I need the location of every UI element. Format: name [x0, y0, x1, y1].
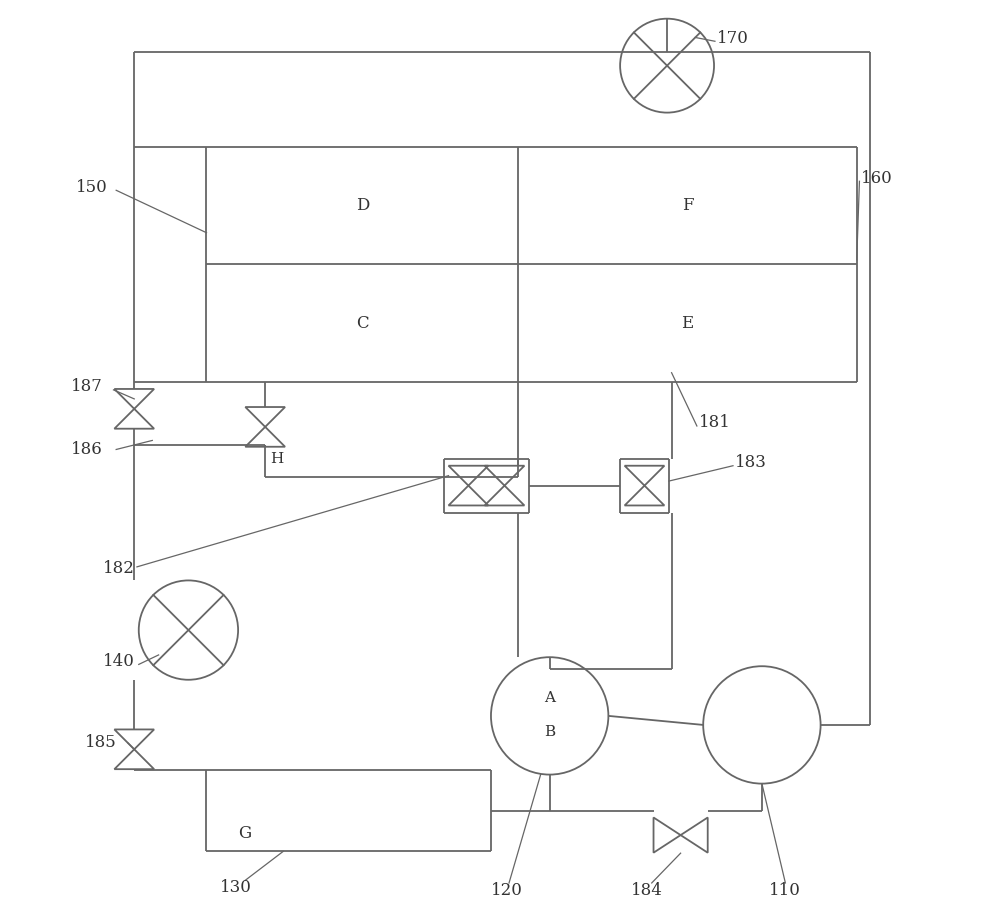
- Text: C: C: [356, 315, 369, 332]
- Text: 170: 170: [717, 30, 749, 47]
- Text: 187: 187: [71, 378, 103, 394]
- Text: A: A: [544, 691, 555, 705]
- Text: 110: 110: [769, 881, 801, 899]
- Text: 186: 186: [71, 441, 103, 458]
- Text: F: F: [682, 197, 693, 215]
- Text: 150: 150: [76, 179, 107, 196]
- Text: D: D: [356, 197, 369, 215]
- Text: 183: 183: [735, 454, 767, 470]
- Text: E: E: [681, 315, 694, 332]
- Text: 160: 160: [861, 170, 893, 187]
- Text: 184: 184: [631, 881, 663, 899]
- Text: 120: 120: [491, 881, 523, 899]
- Text: 182: 182: [103, 560, 135, 577]
- Text: G: G: [238, 825, 251, 843]
- Text: H: H: [270, 452, 283, 466]
- Text: B: B: [544, 725, 555, 739]
- Text: 181: 181: [699, 414, 731, 431]
- Text: 140: 140: [103, 653, 135, 670]
- Text: 130: 130: [220, 879, 252, 896]
- Text: 185: 185: [85, 735, 116, 751]
